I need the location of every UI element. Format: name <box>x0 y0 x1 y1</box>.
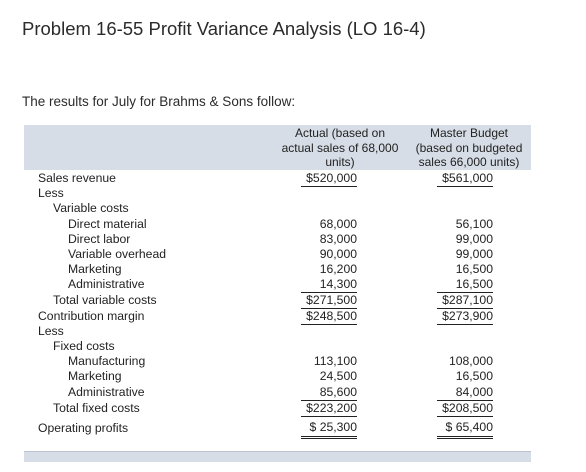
table-row: Administrative <box>68 385 145 400</box>
budget-value: 99,000 <box>455 247 493 261</box>
table-header-band <box>24 125 531 170</box>
row-label: Marketing <box>68 369 122 383</box>
actual-value: 113,100 <box>313 354 357 368</box>
row-label: Operating profits <box>38 421 129 435</box>
row-label: Manufacturing <box>68 354 146 368</box>
row-label: Less <box>38 324 64 338</box>
actual-value: $248,500 <box>301 309 357 325</box>
row-label: Direct labor <box>68 232 131 246</box>
actual-value: 14,300 <box>301 277 357 293</box>
actual-value: 85,600 <box>301 385 357 401</box>
budget-value: 108,000 <box>448 354 493 368</box>
budget-value: 56,100 <box>455 217 493 231</box>
intro-text: The results for July for Brahms & Sons f… <box>22 94 296 109</box>
budget-value: $561,000 <box>437 171 493 187</box>
actual-value: $271,500 <box>301 293 357 309</box>
row-label: Variable overhead <box>68 247 167 261</box>
row-label: Fixed costs <box>53 339 115 353</box>
actual-column-header: Actual (based on actual sales of 68,000 … <box>281 126 399 169</box>
table-row: Contribution margin <box>38 309 144 324</box>
problem-title: Problem 16-55 Profit Variance Analysis (… <box>22 18 426 39</box>
table-row: Marketing <box>68 262 122 277</box>
actual-value: 68,000 <box>319 217 357 231</box>
row-label: Administrative <box>68 385 145 399</box>
table-row: Sales revenue <box>38 171 116 186</box>
table-row: Operating profits <box>38 421 128 436</box>
row-label: Administrative <box>68 277 145 291</box>
table-row: Administrative <box>68 277 145 292</box>
row-label: Marketing <box>68 262 122 276</box>
budget-value: $287,100 <box>437 293 493 309</box>
budget-column-header: Master Budget (based on budgeted sales 6… <box>415 126 523 169</box>
budget-value: 99,000 <box>455 232 493 246</box>
budget-value: 84,000 <box>437 385 493 401</box>
table-row: Marketing <box>68 369 122 384</box>
actual-value: $520,000 <box>301 171 357 187</box>
budget-value: $ 65,400 <box>437 420 493 439</box>
actual-value: 83,000 <box>319 232 357 246</box>
table-row: Variable costs <box>53 201 129 216</box>
actual-value: $223,200 <box>301 401 357 417</box>
actual-value: 24,500 <box>319 369 357 383</box>
row-label: Contribution margin <box>38 309 145 323</box>
table-row: Variable overhead <box>68 247 166 262</box>
table-row: Less <box>38 186 64 201</box>
row-label: Total fixed costs <box>53 401 140 415</box>
table-row: Fixed costs <box>53 339 115 354</box>
row-label: Less <box>38 186 64 200</box>
row-label: Variable costs <box>53 201 129 215</box>
budget-value: $273,900 <box>437 309 493 325</box>
table-row: Less <box>38 324 64 339</box>
row-label: Total variable costs <box>53 293 157 307</box>
table-row: Direct labor <box>68 232 130 247</box>
table-row: Direct material <box>68 217 147 232</box>
actual-value: 90,000 <box>319 247 357 261</box>
table-row: Total fixed costs <box>53 401 140 416</box>
table-row: Total variable costs <box>53 293 157 308</box>
actual-value: 16,200 <box>319 262 357 276</box>
table-row: Manufacturing <box>68 354 145 369</box>
budget-value: 16,500 <box>455 262 493 276</box>
table-footer-band <box>24 451 531 462</box>
budget-value: 16,500 <box>455 369 493 383</box>
row-label: Sales revenue <box>38 171 116 185</box>
budget-value: $208,500 <box>437 401 493 417</box>
row-label: Direct material <box>68 217 147 231</box>
budget-value: 16,500 <box>437 277 493 293</box>
actual-value: $ 25,300 <box>301 420 357 439</box>
